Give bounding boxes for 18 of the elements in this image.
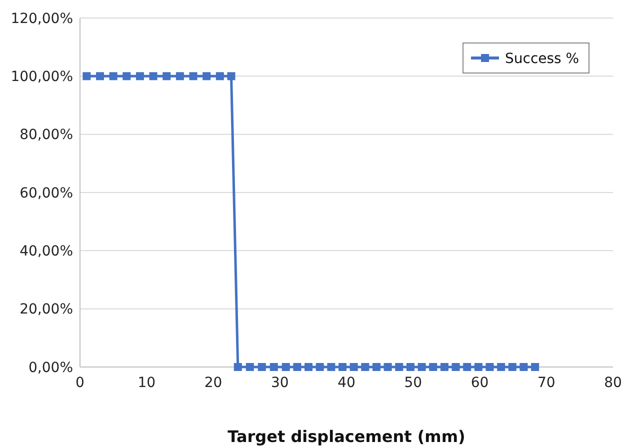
x-tick-label: 50 <box>404 375 422 391</box>
x-tick-label: 10 <box>138 375 156 391</box>
x-tick-label: 60 <box>470 375 489 391</box>
y-tick-label: 80,00% <box>20 127 73 144</box>
x-tick-label: 40 <box>338 375 356 391</box>
x-tick-label: 30 <box>270 375 289 391</box>
x-tick-label: 0 <box>76 375 84 391</box>
y-tick-label: 0,00% <box>28 360 73 376</box>
y-tick-label: 60,00% <box>20 185 73 202</box>
y-tick-label: 20,00% <box>20 302 73 318</box>
x-tick-label: 70 <box>537 375 556 391</box>
legend-label: Success % <box>505 50 580 67</box>
y-tick-label: 40,00% <box>20 244 73 260</box>
x-axis-title: Target displacement (mm) <box>228 427 466 446</box>
y-tick-label: 120,00% <box>10 10 73 27</box>
y-tick-label: 100,00% <box>10 69 73 86</box>
x-tick-label: 20 <box>204 375 222 391</box>
x-tick-label: 80 <box>604 375 622 391</box>
